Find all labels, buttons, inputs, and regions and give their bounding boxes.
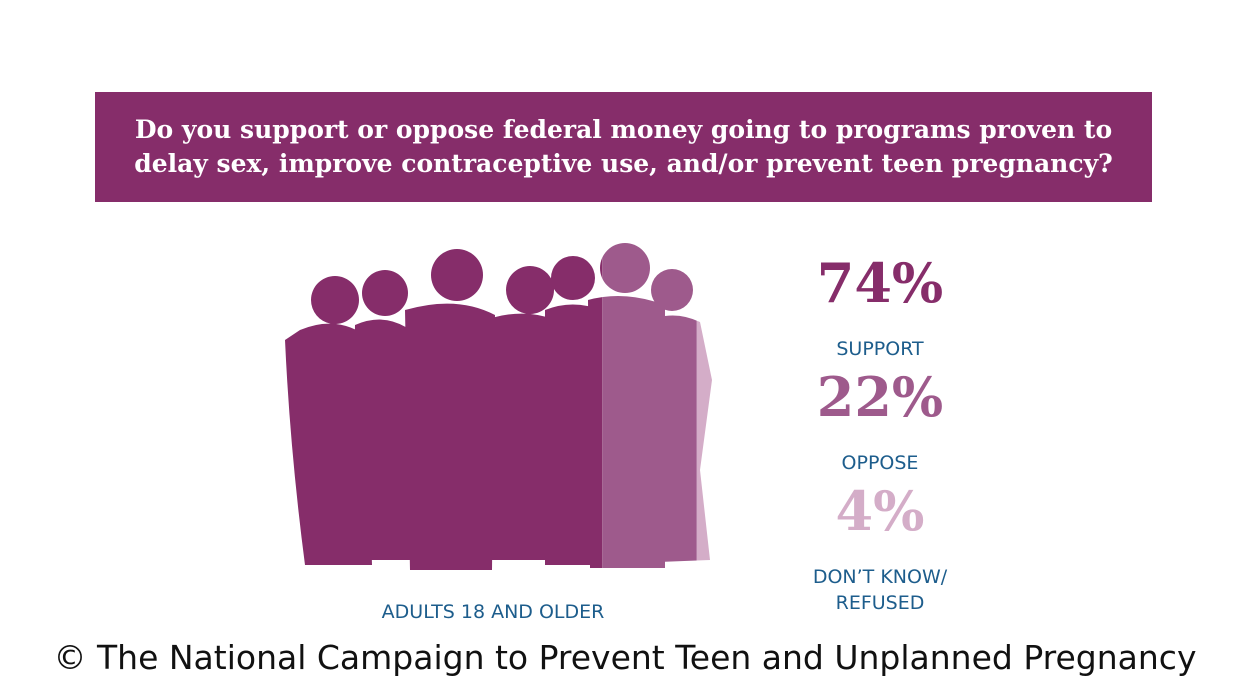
category-label: SUPPORT — [836, 338, 924, 360]
category-label: OPPOSE — [841, 452, 919, 474]
silhouette — [285, 243, 712, 570]
value-label: 4% — [835, 479, 925, 543]
share-segment — [285, 243, 603, 570]
value-label: 74% — [816, 251, 944, 315]
footer: © The National Campaign to Prevent Teen … — [53, 638, 1197, 677]
title-box: Do you support or oppose federal money g… — [95, 92, 1152, 202]
share-segment — [696, 243, 712, 570]
caption: ADULTS 18 AND OLDER — [381, 601, 605, 623]
chart-title: Do you support or oppose federal money g… — [134, 115, 1113, 178]
value-label: 22% — [816, 365, 944, 429]
share-segment — [602, 243, 697, 570]
category-label: DON’T KNOW/ REFUSED — [812, 566, 948, 614]
